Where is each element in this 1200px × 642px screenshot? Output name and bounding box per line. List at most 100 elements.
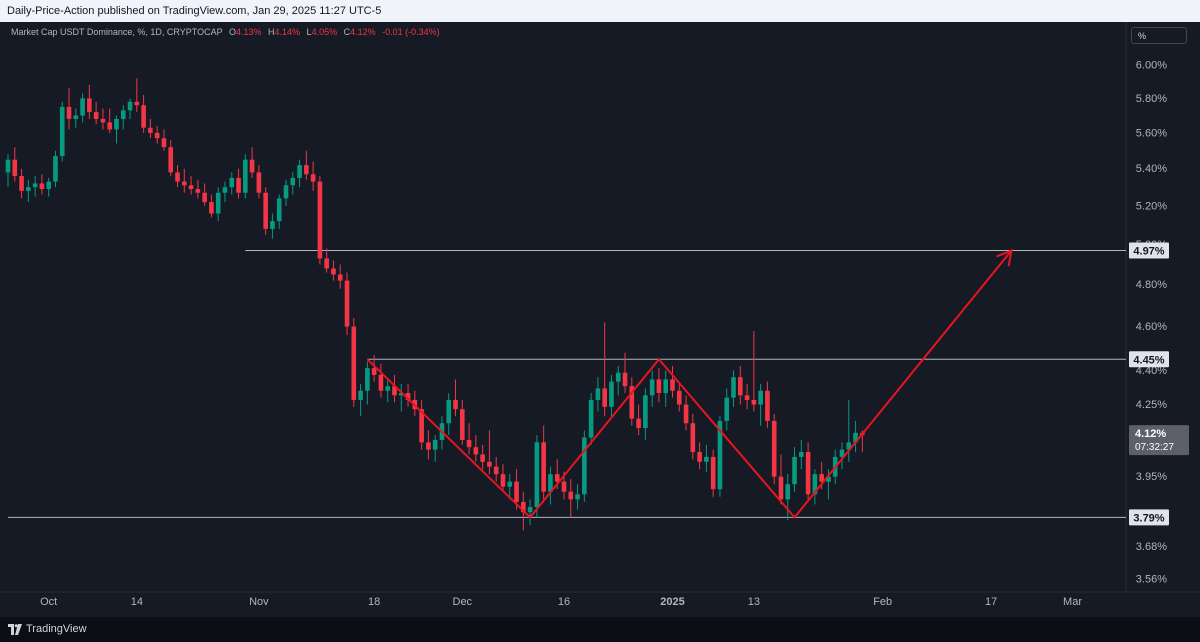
candle-body (507, 481, 513, 487)
candle-body (46, 181, 51, 190)
chart-panel[interactable]: 6.00%5.80%5.60%5.40%5.20%5.00%4.80%4.60%… (0, 22, 1200, 617)
candle-body (826, 476, 831, 482)
candle-body (107, 122, 113, 130)
candle-body (181, 181, 187, 186)
candle-body (744, 395, 750, 400)
candle (26, 179, 31, 203)
candle-body (554, 474, 560, 482)
candle (704, 444, 709, 472)
candle (5, 154, 11, 188)
candle-body (154, 132, 160, 139)
candle-body (337, 274, 343, 281)
candle-body (114, 118, 119, 130)
symbol-legend[interactable]: Market Cap USDT Dominance, %, 1D, CRYPTO… (11, 27, 440, 37)
candle-body (405, 393, 411, 400)
candle-body (236, 177, 241, 193)
candle (87, 84, 92, 119)
candle-body (737, 377, 743, 396)
candle-body (324, 258, 329, 269)
candle (181, 168, 187, 193)
candle-body (317, 181, 323, 259)
candle (500, 464, 506, 492)
candle-body (270, 221, 275, 229)
candle-body (66, 106, 72, 119)
y-tick-label: 6.00% (1136, 60, 1167, 72)
candle (432, 435, 438, 462)
candle-body (615, 372, 621, 382)
candle-body (195, 189, 201, 193)
candle-body (487, 461, 492, 467)
candle-body (568, 491, 574, 500)
candle (602, 322, 607, 417)
candle (148, 118, 153, 139)
candle-body (812, 474, 818, 495)
candle (331, 260, 336, 281)
candle (676, 381, 682, 412)
candle-body (609, 381, 614, 407)
x-tick-label: Dec (453, 596, 473, 608)
candle-body (93, 112, 99, 119)
candle-body (527, 507, 533, 513)
candle (473, 435, 479, 462)
candle-body (805, 452, 811, 495)
candle-body (853, 432, 858, 443)
close-value: 4.12% (350, 27, 376, 37)
y-tick-label: 5.20% (1136, 200, 1167, 212)
candle-body (304, 165, 309, 175)
candle (731, 370, 736, 407)
candle (643, 388, 648, 440)
candle (209, 194, 214, 218)
candle-body (466, 439, 472, 448)
candle (195, 179, 201, 199)
x-tick-label: Feb (873, 596, 892, 608)
candle (202, 183, 207, 206)
candle-body (141, 105, 146, 128)
candle (337, 264, 343, 289)
candle-body (358, 390, 363, 400)
candle (582, 430, 587, 502)
candle-body (378, 374, 384, 391)
candle (615, 365, 621, 396)
candle-body (12, 159, 18, 177)
candle (46, 177, 51, 197)
open-value: 4.13% (235, 27, 262, 37)
time-axis: Oct 14 Nov 18 Dec 16 2025 13 Feb 17 Mar (40, 596, 1082, 608)
candle-body (202, 192, 207, 203)
candle (378, 363, 384, 398)
candle (785, 474, 791, 520)
candle-body (229, 177, 235, 188)
candle-body (799, 452, 804, 457)
candle (466, 423, 472, 455)
grid (0, 22, 1200, 593)
candle-body (724, 397, 730, 421)
y-tick-label: 3.56% (1136, 574, 1167, 586)
candle-body (426, 442, 431, 450)
candle (310, 161, 316, 191)
candle (53, 150, 58, 188)
x-tick-label: Mar (1063, 596, 1082, 608)
percent-scale-button[interactable]: % (1131, 27, 1187, 44)
price-badges: 4.97% 4.45% 3.79% 4.12% 07:32:27 (1129, 242, 1189, 526)
badge-label: 4.45% (1133, 354, 1164, 366)
candle (283, 179, 289, 206)
candle-body (656, 379, 662, 394)
x-tick-label: Oct (40, 596, 57, 608)
candle-body (249, 159, 255, 173)
candles (5, 78, 865, 531)
candle (324, 248, 329, 273)
close-key: C (343, 27, 351, 37)
badge-label: 4.97% (1133, 245, 1164, 257)
price-chart[interactable]: 6.00%5.80%5.60%5.40%5.20%5.00%4.80%4.60%… (0, 22, 1200, 617)
candle (392, 374, 397, 403)
double-bottom-path (366, 249, 1013, 519)
level-price-badge: 4.45% (1129, 351, 1169, 368)
candle-body (19, 176, 24, 191)
y-tick-label: 5.40% (1136, 163, 1167, 175)
candle (792, 447, 797, 492)
x-tick-label: 13 (748, 596, 760, 608)
candle-body (575, 494, 580, 500)
candle-body (331, 268, 336, 275)
candle (853, 420, 858, 453)
candle (80, 93, 85, 123)
candle-body (643, 395, 648, 429)
